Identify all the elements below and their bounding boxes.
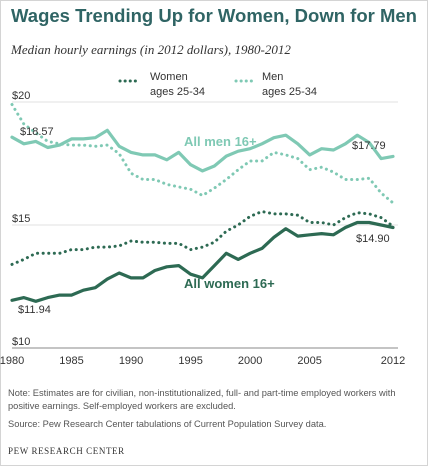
legend-label-women-line2: ages 25-34 — [150, 86, 205, 98]
y-tick-label-10: $10 — [12, 336, 30, 348]
footnote: Note: Estimates are for civilian, non-in… — [8, 388, 396, 411]
x-tick-label-2005: 2005 — [297, 355, 321, 367]
series-line-women-25-34 — [10, 210, 395, 266]
series-line-all-women — [10, 220, 395, 303]
x-tick-label-1995: 1995 — [178, 355, 202, 367]
series-label-all-women: All women 16+ — [184, 276, 275, 291]
x-tick-label-1980: 1980 — [0, 355, 24, 367]
series-line-men-25-34 — [10, 103, 395, 205]
data-label-all-women-end: $14.90 — [356, 233, 390, 245]
legend: Women ages 25-34 Men ages 25-34 — [118, 71, 317, 98]
x-tick-labels: 1980 1985 1990 1995 2000 2005 2012 — [0, 355, 405, 367]
source-note: Source: Pew Research Center tabulations … — [8, 419, 327, 429]
chart-subtitle: Median hourly earnings (in 2012 dollars)… — [11, 42, 291, 57]
x-tick-label-2000: 2000 — [238, 355, 262, 367]
chart-title: Wages Trending Up for Women, Down for Me… — [11, 5, 417, 26]
legend-label-men-line2: ages 25-34 — [262, 86, 317, 98]
y-tick-label-15: $15 — [12, 213, 30, 225]
legend-label-women-line1: Women — [150, 71, 188, 83]
x-tick-label-1985: 1985 — [59, 355, 83, 367]
x-tick-label-1990: 1990 — [119, 355, 143, 367]
y-tick-label-20: $20 — [12, 90, 30, 102]
data-label-men-25-34-start: $18.57 — [20, 126, 54, 138]
x-tick-label-2012: 2012 — [381, 355, 405, 367]
series-line-all-men — [10, 128, 395, 173]
organization-credit: PEW RESEARCH CENTER — [8, 446, 125, 456]
data-label-all-men-end: $17.79 — [352, 140, 386, 152]
legend-label-men-line1: Men — [262, 71, 283, 83]
series-label-all-men: All men 16+ — [184, 134, 257, 149]
data-label-all-women-start: $11.94 — [18, 304, 51, 316]
